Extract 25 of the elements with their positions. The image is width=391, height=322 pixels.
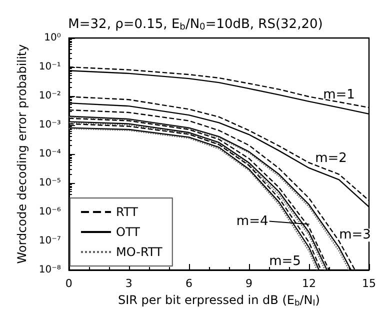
y-tick-label: 10⁻⁴ — [38, 148, 61, 160]
y-tick-label: 10⁻¹ — [38, 62, 61, 72]
y-tick-label: 10⁻⁸ — [38, 264, 61, 276]
x-tick-label: 9 — [245, 277, 252, 290]
annotation: m=3 — [339, 228, 371, 243]
y-tick-label: 10⁻⁶ — [38, 206, 61, 218]
y-tick-label: 10⁻⁵ — [38, 178, 61, 188]
annotation: m=5 — [269, 254, 301, 269]
x-tick-label: 6 — [185, 277, 192, 290]
x-tick-label: 15 — [362, 277, 376, 290]
y-tick-label: 10⁻⁷ — [38, 236, 61, 246]
legend-label: OTT — [116, 225, 141, 239]
chart-title: M=32, ρ=0.15, Eb/N0=10dB, RS(32,20) — [68, 16, 323, 32]
legend-label: MO-RTT — [116, 245, 164, 259]
y-tick-label: 10⁰ — [44, 32, 61, 44]
legend-label: RTT — [116, 205, 139, 219]
y-tick-label: 10⁻² — [38, 90, 61, 102]
x-tick-label: 0 — [65, 277, 72, 290]
annotation: m=2 — [315, 150, 347, 166]
annotation: m=1 — [323, 87, 355, 102]
x-tick-label: 12 — [302, 277, 316, 290]
x-tick-label: 3 — [125, 277, 132, 290]
y-tick-label: 10⁻³ — [38, 120, 61, 130]
annotation: m=4 — [236, 214, 268, 229]
y-axis-title: Wordcode decoding error probability — [15, 44, 29, 264]
